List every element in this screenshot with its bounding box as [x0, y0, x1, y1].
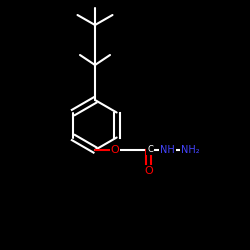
- Text: NH: NH: [160, 145, 175, 155]
- Text: C: C: [147, 146, 153, 154]
- Text: O: O: [144, 166, 153, 176]
- Text: NH₂: NH₂: [181, 145, 199, 155]
- Text: O: O: [110, 145, 120, 155]
